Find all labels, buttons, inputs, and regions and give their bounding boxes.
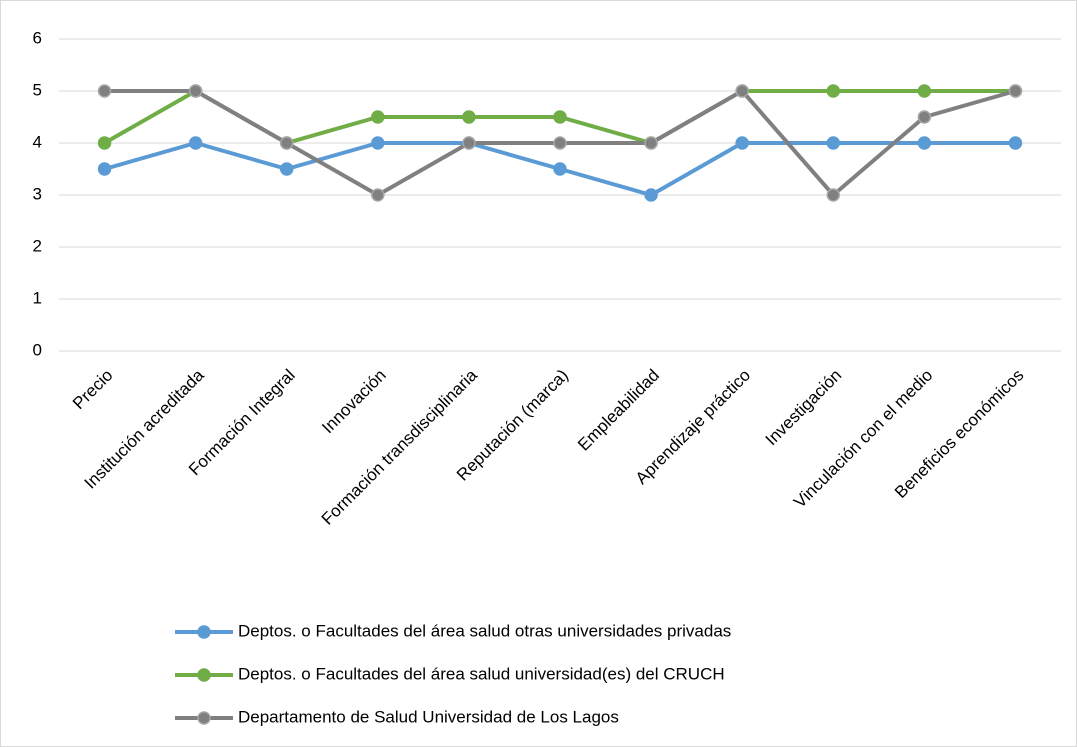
data-point <box>97 84 112 98</box>
data-point <box>826 84 841 98</box>
y-tick-label: 4 <box>33 132 42 151</box>
data-point <box>735 84 749 98</box>
data-point <box>644 188 658 202</box>
legend-marker <box>197 668 211 682</box>
data-point <box>826 188 841 202</box>
data-point <box>917 110 932 124</box>
y-tick-label: 5 <box>33 80 42 99</box>
data-point <box>917 84 932 98</box>
data-point <box>279 136 294 150</box>
data-point <box>371 136 385 150</box>
data-point <box>188 136 203 150</box>
data-point <box>735 136 749 150</box>
legend-label: Deptos. o Facultades del área salud univ… <box>238 664 725 683</box>
data-point <box>553 162 567 176</box>
data-point <box>826 136 841 150</box>
data-point <box>462 110 476 124</box>
y-tick-label: 3 <box>33 184 42 203</box>
legend-marker <box>197 625 211 639</box>
legend-label: Departamento de Salud Universidad de Los… <box>238 707 619 726</box>
data-point <box>97 136 112 150</box>
data-point <box>644 136 658 150</box>
data-point <box>371 110 385 124</box>
data-point <box>1008 84 1023 98</box>
data-point <box>462 136 476 150</box>
y-tick-label: 2 <box>33 236 42 255</box>
data-point <box>553 110 567 124</box>
data-point <box>371 188 385 202</box>
y-tick-label: 6 <box>33 28 42 47</box>
data-point <box>553 136 567 150</box>
data-point <box>97 162 112 176</box>
y-tick-label: 0 <box>33 340 42 359</box>
data-point <box>917 136 932 150</box>
data-point <box>188 84 203 98</box>
y-tick-label: 1 <box>33 288 42 307</box>
legend-marker <box>197 711 211 725</box>
data-point <box>279 162 294 176</box>
data-point <box>1008 136 1023 150</box>
legend-label: Deptos. o Facultades del área salud otra… <box>238 621 731 640</box>
